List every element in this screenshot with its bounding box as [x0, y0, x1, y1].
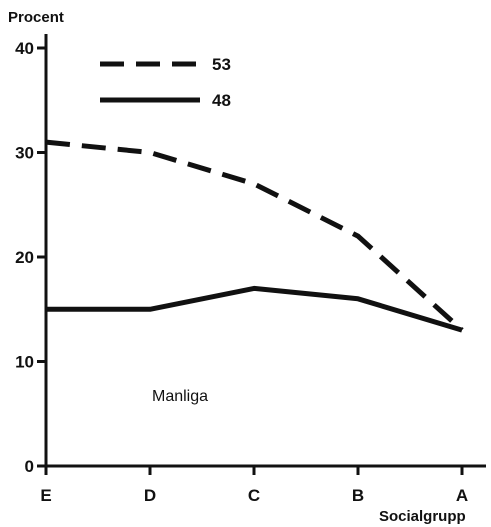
x-tick-label: B [352, 486, 364, 505]
annotation-manliga: Manliga [152, 388, 208, 405]
x-axis-title: Socialgrupp [379, 508, 466, 525]
series-48-line [46, 285, 463, 333]
x-tick-label: C [248, 486, 260, 505]
x-tick-label: D [144, 486, 156, 505]
y-tick-label: 40 [15, 39, 34, 58]
y-tick-label: 10 [15, 353, 34, 372]
legend: 53 48 [100, 55, 231, 110]
y-tick-label: 30 [15, 144, 34, 163]
y-tick-label: 0 [25, 457, 34, 476]
legend-label-48: 48 [212, 91, 231, 110]
x-tick-label: E [40, 486, 51, 505]
legend-label-53: 53 [212, 55, 231, 74]
y-axis-ticks: 0 10 20 30 40 [15, 39, 46, 476]
x-tick-label: A [456, 486, 468, 505]
series-53-line [45, 139, 464, 332]
y-tick-label: 20 [15, 248, 34, 267]
y-axis-title: Procent [8, 9, 64, 26]
